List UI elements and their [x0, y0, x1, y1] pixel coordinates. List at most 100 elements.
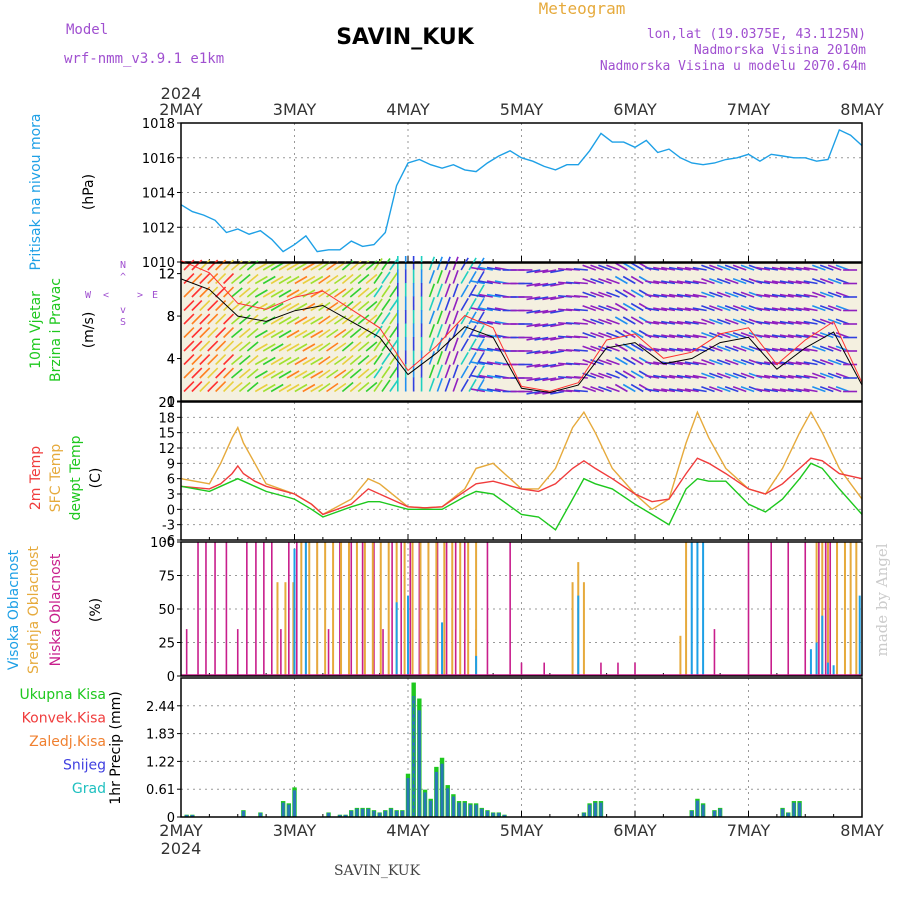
wind-arrow: [278, 316, 292, 325]
wind-ytick-label-overlay: 4: [167, 353, 175, 368]
wind-arrow: [582, 277, 597, 285]
wind-arrow: [598, 304, 612, 312]
wind-arrow: [827, 358, 842, 366]
wind-arrow: [661, 374, 676, 379]
wind-arrow: [740, 291, 755, 298]
wind-arrow: [357, 314, 370, 325]
wind-arrow: [526, 363, 541, 368]
wind-arrow: [341, 287, 354, 298]
wind-arrow: [676, 388, 691, 393]
precip-convective-bar: [463, 802, 467, 817]
wind-arrow: [787, 374, 802, 379]
wind-arrow: [582, 331, 597, 339]
wind-arrow: [223, 367, 235, 379]
wind-arrow: [614, 289, 628, 298]
wind-arrow: [748, 264, 763, 271]
wind-arrow: [819, 331, 834, 339]
wind-arrow: [486, 361, 501, 366]
wind-arrow: [701, 291, 715, 298]
wind-arrow: [238, 287, 251, 298]
wind-ytick-label-overlay: 8: [167, 310, 175, 325]
wind-arrow: [270, 329, 284, 339]
wind-arrow: [486, 388, 501, 393]
wind-arrow: [653, 388, 668, 393]
mid-cloud-bar: [411, 542, 414, 676]
wind-arrow: [318, 342, 331, 352]
wind-arrow: [286, 316, 300, 325]
precip-ytick-label: 1.83: [146, 728, 175, 743]
wind-arrow: [199, 354, 211, 366]
wind-arrow: [341, 341, 354, 352]
wind-arrow: [582, 385, 597, 393]
wind-arrow: [207, 300, 219, 312]
wind-arrow: [526, 282, 541, 287]
wind-arrow: [645, 293, 660, 298]
pressure-panel: 1010 1012 1014 1016 1018 Pritisak na nivou mo…: [28, 113, 863, 271]
mid-cloud-bar: [821, 542, 824, 676]
wind-arrow: [286, 356, 300, 366]
wind-arrow: [598, 291, 612, 298]
wind-arrow: [709, 304, 723, 312]
high-cloud-bar: [809, 649, 812, 676]
wind-arrow: [740, 385, 755, 393]
wind-arrow: [653, 293, 668, 298]
wind-arrow: [716, 304, 731, 312]
wind-arrow: [373, 258, 383, 271]
wind-arrow: [740, 358, 755, 366]
wind-arrow: [349, 368, 362, 379]
wind-arrow: [709, 277, 723, 285]
wind-arrow: [598, 318, 612, 325]
wind-arrow: [428, 324, 436, 338]
mid-cloud-bar: [815, 542, 818, 676]
wind-arrow: [381, 366, 391, 379]
wind-arrow: [349, 314, 362, 325]
wind-arrow: [476, 351, 485, 365]
wind-arrow: [238, 368, 251, 379]
wind-arrow: [199, 300, 211, 312]
wind-arrow: [191, 327, 203, 339]
low-cloud-bar: [373, 542, 375, 676]
wind-arrow: [598, 264, 612, 271]
wind-arrow: [389, 271, 399, 284]
wind-arrow: [199, 259, 211, 271]
wind-arrow: [183, 381, 195, 393]
wind-arrow: [622, 383, 636, 393]
wind-arrow: [478, 388, 493, 393]
wind-arrow: [724, 358, 739, 366]
wind-arrow: [183, 273, 195, 285]
wind-arrow: [460, 365, 469, 379]
wind-arrow: [771, 307, 786, 312]
wind-arrow: [526, 350, 541, 355]
wind-arrow: [183, 367, 195, 379]
wind-arrow: [763, 388, 779, 393]
wind-arrow: [230, 273, 243, 285]
wind-arrow: [771, 347, 786, 352]
high-cloud-bar: [441, 622, 444, 676]
wind-arrow: [812, 372, 826, 379]
wind-arrow: [732, 291, 747, 298]
temp-line-2: [180, 462, 863, 531]
model-name: wrf-nmm_v3.9.1 e1km: [64, 51, 224, 67]
temp-unit: (C): [88, 468, 104, 489]
wind-arrow: [614, 275, 628, 285]
wind-arrow: [645, 374, 660, 379]
wind-arrow: [827, 264, 842, 271]
wind-arrow: [724, 277, 739, 285]
low-cloud-bar: [543, 662, 545, 676]
wind-arrow: [452, 337, 459, 352]
wind-arrow: [748, 358, 763, 366]
wind-arrow: [270, 289, 284, 298]
wind-arrow: [470, 361, 486, 366]
wind-ytick-label: 0: [167, 395, 175, 410]
wind-arrow: [661, 266, 676, 271]
wind-arrow: [684, 266, 699, 271]
wind-arrow: [436, 297, 443, 311]
cloud-ytick-label: 0: [167, 670, 175, 685]
low-cloud-bar: [436, 542, 439, 676]
precip-convective-bar: [395, 810, 399, 817]
wind-arrow: [550, 309, 565, 314]
wind-arrow: [732, 372, 747, 379]
high-cloud-bar: [304, 542, 307, 676]
wind-arrow: [661, 320, 676, 325]
